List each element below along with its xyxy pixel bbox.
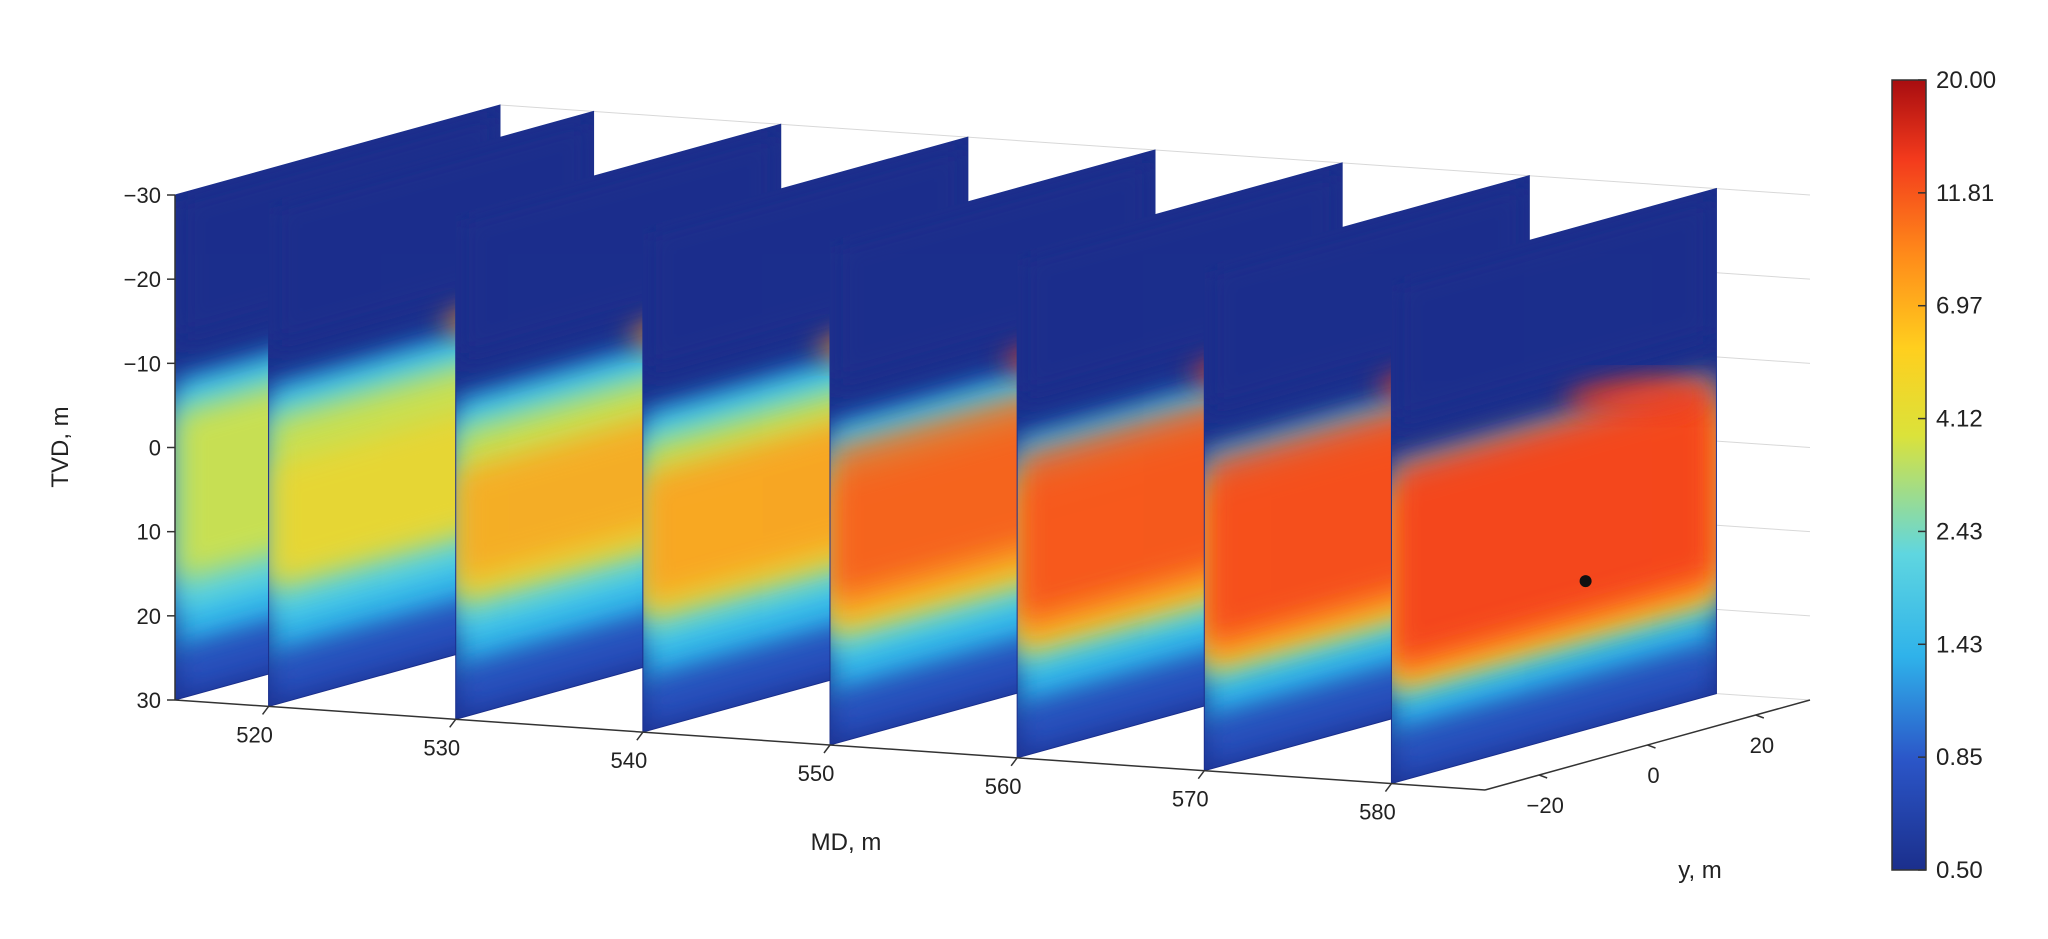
md-tick	[449, 718, 457, 728]
y-tick	[1647, 744, 1656, 749]
tvd-tick-label: 20	[137, 604, 161, 629]
slice-layer	[1204, 175, 1530, 418]
tvd-ticks: −30 −20 −10 0 10 20 30	[124, 183, 175, 713]
y-tick-label: −20	[1527, 793, 1564, 818]
md-tick	[1197, 770, 1205, 780]
slice-layer	[642, 137, 968, 379]
md-tick-label: 570	[1172, 787, 1209, 812]
slice-layer	[1391, 373, 1717, 666]
y-axis-label: y, m	[1678, 857, 1722, 884]
y-tick-label: 0	[1647, 763, 1659, 788]
md-axis-label: MD, m	[811, 829, 882, 856]
colorbar-tick-label: 20.00	[1936, 67, 1996, 94]
slice-stack	[174, 104, 1717, 785]
slice-layer	[1391, 188, 1717, 431]
slice-layer	[1391, 643, 1717, 784]
colorbar-tick-label: 6.97	[1936, 293, 1983, 320]
md-tick	[823, 744, 831, 754]
slice-layer	[268, 111, 594, 353]
colorbar-tick-label: 11.81	[1936, 180, 1994, 207]
md-tick	[261, 705, 270, 715]
md-tick-label: 560	[985, 774, 1022, 799]
slice-flare	[1565, 374, 1706, 419]
y-ticks: −20 0 20	[1527, 714, 1774, 818]
slice-layer	[830, 150, 1155, 392]
md-ticks: 520 530 540 550 560 570 580	[236, 705, 1396, 825]
y-tick	[1755, 714, 1765, 719]
colorbar-tick-label: 2.43	[1936, 518, 1983, 545]
y-tick	[1538, 774, 1548, 779]
colorbar-tick-label: 0.85	[1936, 744, 1983, 771]
md-tick	[1010, 757, 1018, 767]
tvd-axis-label: TVD, m	[47, 406, 74, 487]
md-tick-label: 540	[610, 748, 647, 773]
md-tick-label: 550	[798, 761, 835, 786]
tvd-tick-label: −20	[124, 267, 161, 292]
slice-layer	[1017, 162, 1343, 405]
md-slice	[1390, 187, 1717, 785]
tvd-tick-label: −30	[124, 183, 161, 208]
tvd-tick-label: 30	[137, 688, 161, 713]
md-tick-label: 530	[423, 735, 460, 760]
colorbar-ticks: 20.00 11.81 6.97 4.12 2.43 1.43 0.85 0.50	[1918, 67, 1996, 884]
md-tick-label: 580	[1359, 800, 1396, 825]
slice-layer	[455, 124, 781, 366]
colorbar-tick-label: 1.43	[1936, 631, 1983, 658]
md-tick-label: 520	[236, 722, 273, 747]
slice-outline	[1390, 187, 1717, 785]
md-tick	[1384, 783, 1393, 793]
md-tick	[636, 731, 644, 741]
tvd-tick-label: 10	[137, 520, 161, 545]
colorbar-tick-label: 0.50	[1936, 857, 1983, 884]
wellbore-marker	[1579, 575, 1592, 588]
tvd-tick-label: −10	[124, 351, 161, 376]
colorbar: 20.00 11.81 6.97 4.12 2.43 1.43 0.85 0.50	[1891, 67, 1996, 884]
y-tick-label: 20	[1750, 733, 1774, 758]
tvd-tick-label: 0	[149, 436, 161, 461]
colorbar-gradient	[1891, 79, 1927, 871]
colorbar-tick-label: 4.12	[1936, 406, 1983, 433]
